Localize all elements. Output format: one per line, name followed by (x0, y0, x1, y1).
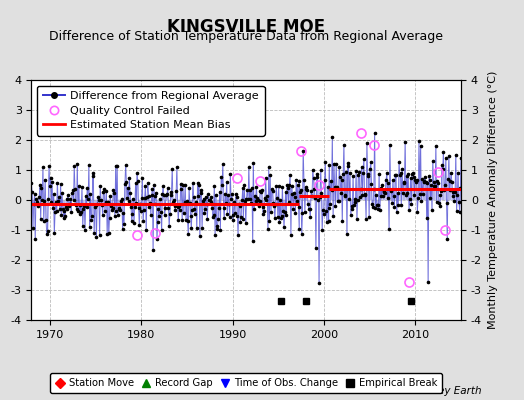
Legend: Difference from Regional Average, Quality Control Failed, Estimated Station Mean: Difference from Regional Average, Qualit… (37, 86, 265, 136)
Legend: Station Move, Record Gap, Time of Obs. Change, Empirical Break: Station Move, Record Gap, Time of Obs. C… (50, 373, 442, 393)
Text: Berkeley Earth: Berkeley Earth (406, 386, 482, 396)
Text: KINGSVILLE MOE: KINGSVILLE MOE (167, 18, 325, 36)
Y-axis label: Monthly Temperature Anomaly Difference (°C): Monthly Temperature Anomaly Difference (… (487, 71, 497, 329)
Text: Difference of Station Temperature Data from Regional Average: Difference of Station Temperature Data f… (49, 30, 443, 43)
